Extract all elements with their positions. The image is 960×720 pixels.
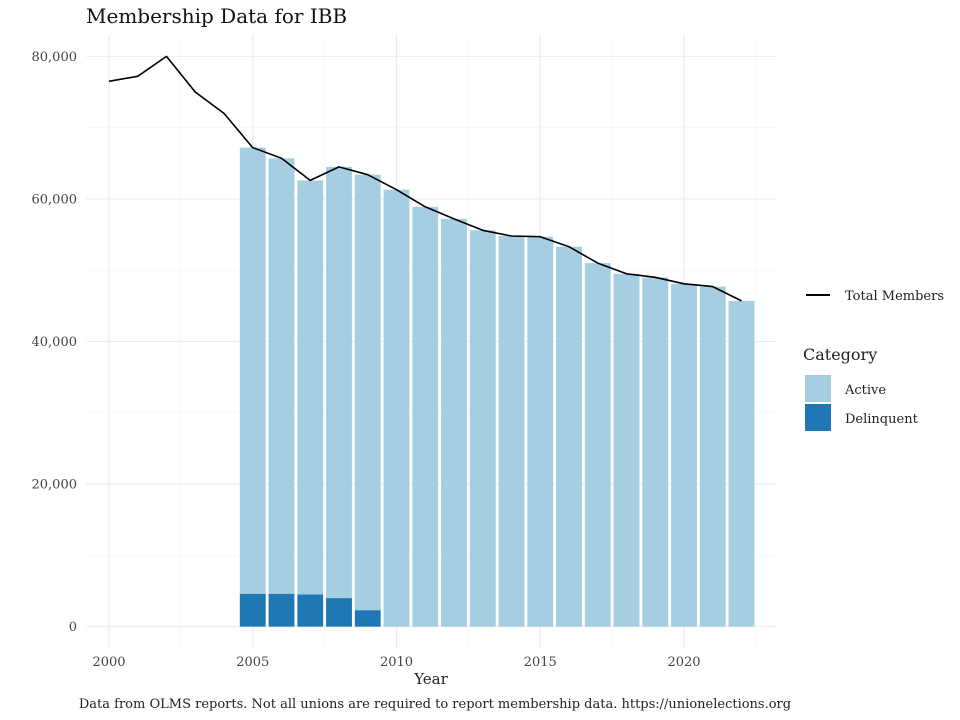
bar-active bbox=[326, 166, 352, 599]
bar-active bbox=[699, 286, 726, 627]
bar-active bbox=[412, 206, 439, 627]
line-group bbox=[108, 55, 742, 302]
x-axis-title: Year bbox=[413, 670, 448, 688]
y-tick-label: 0 bbox=[69, 620, 77, 635]
bar-active bbox=[297, 180, 324, 595]
legend-line-label: Total Members bbox=[845, 289, 944, 304]
bar-active bbox=[584, 263, 611, 627]
x-axis-ticks: 2000 2005 2010 2015 2020 bbox=[92, 655, 700, 670]
legend-title: Category bbox=[803, 345, 877, 364]
bars-group bbox=[239, 147, 755, 627]
x-tick-label: 2005 bbox=[236, 655, 269, 670]
bar-active bbox=[527, 236, 554, 627]
bar-delinquent bbox=[268, 593, 295, 627]
x-tick-label: 2015 bbox=[524, 655, 557, 670]
legend-key-active bbox=[805, 375, 831, 402]
bar-delinquent bbox=[239, 593, 266, 627]
y-tick-label: 60,000 bbox=[32, 192, 78, 207]
chart-title: Membership Data for IBB bbox=[86, 4, 347, 28]
y-tick-label: 20,000 bbox=[32, 478, 78, 493]
bar-active bbox=[239, 147, 266, 594]
x-tick-label: 2000 bbox=[92, 655, 125, 670]
bar-active bbox=[383, 189, 410, 627]
chart-caption: Data from OLMS reports. Not all unions a… bbox=[79, 697, 791, 712]
bar-active bbox=[728, 300, 755, 627]
bar-active bbox=[498, 236, 525, 627]
x-tick-label: 2020 bbox=[667, 655, 700, 670]
bar-active bbox=[671, 283, 697, 627]
legend-label-active: Active bbox=[844, 383, 886, 398]
legend-label-delinquent: Delinquent bbox=[845, 412, 919, 427]
bar-active bbox=[268, 158, 295, 594]
bar-active bbox=[469, 230, 496, 627]
legend: Total Members Category Active Delinquent bbox=[803, 289, 944, 431]
bar-delinquent bbox=[297, 594, 324, 627]
x-tick-label: 2010 bbox=[380, 655, 413, 670]
bar-active bbox=[354, 174, 381, 611]
bar-active bbox=[556, 246, 582, 627]
bar-delinquent bbox=[354, 610, 381, 627]
y-tick-label: 80,000 bbox=[32, 50, 78, 65]
bar-active bbox=[613, 273, 640, 627]
y-axis-ticks: 0 20,000 40,000 60,000 80,000 bbox=[32, 50, 78, 635]
y-tick-label: 40,000 bbox=[32, 335, 78, 350]
legend-key-delinquent bbox=[805, 404, 831, 431]
bar-delinquent bbox=[326, 598, 352, 627]
bar-active bbox=[441, 218, 467, 627]
bar-active bbox=[642, 277, 669, 627]
total-members-line bbox=[108, 55, 742, 302]
